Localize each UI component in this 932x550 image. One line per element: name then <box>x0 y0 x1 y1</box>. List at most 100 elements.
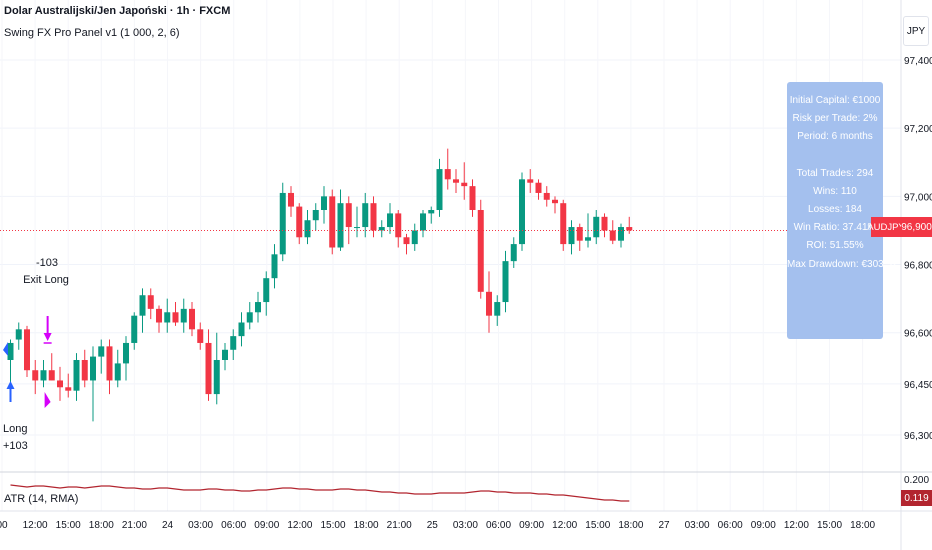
candle[interactable] <box>222 342 228 371</box>
candle[interactable] <box>213 332 220 405</box>
candle[interactable] <box>90 346 96 422</box>
candle[interactable] <box>387 203 393 234</box>
candle-body <box>519 179 525 245</box>
candle[interactable] <box>32 360 39 395</box>
candle[interactable] <box>238 312 245 347</box>
candle[interactable] <box>205 329 212 401</box>
candle[interactable] <box>626 216 633 234</box>
time-tick-label: 06:00 <box>221 520 246 531</box>
long-arrowhead-icon <box>6 381 15 389</box>
candle[interactable] <box>403 233 410 255</box>
candle[interactable] <box>568 220 575 255</box>
candle[interactable] <box>321 186 327 224</box>
candle[interactable] <box>156 305 162 333</box>
atr-legend[interactable]: ATR (14, RMA) <box>4 493 79 505</box>
candle[interactable] <box>57 366 63 401</box>
candle[interactable] <box>180 298 187 333</box>
time-tick-label: 25 <box>427 520 439 531</box>
candle[interactable] <box>73 353 80 401</box>
candle[interactable] <box>411 223 418 251</box>
candle[interactable] <box>337 189 344 251</box>
indicator-legend[interactable]: Swing FX Pro Panel v1 (1 000, 2, 6) <box>4 27 180 39</box>
candle[interactable] <box>378 220 385 238</box>
candle[interactable] <box>271 244 278 289</box>
candle[interactable] <box>543 186 550 207</box>
candle[interactable] <box>477 199 484 299</box>
candle[interactable] <box>15 322 22 350</box>
candle[interactable] <box>164 298 171 333</box>
time-axis[interactable]: 00 12:00 15:00 18:00 21:00 24 03:00 06:00 09:00 1… <box>0 520 876 531</box>
candle[interactable] <box>428 206 435 224</box>
candle[interactable] <box>304 210 311 245</box>
candle[interactable] <box>172 302 179 326</box>
candle[interactable] <box>123 336 129 381</box>
candle[interactable] <box>436 158 443 217</box>
symbol-badge: AUDJPY <box>867 217 905 237</box>
candle[interactable] <box>354 206 360 238</box>
candle[interactable] <box>329 189 336 255</box>
candle[interactable] <box>106 339 113 395</box>
candle-body <box>271 254 278 279</box>
candle[interactable] <box>114 349 121 388</box>
candle[interactable] <box>535 179 542 200</box>
candle[interactable] <box>519 172 525 251</box>
candle[interactable] <box>510 237 517 268</box>
candle[interactable] <box>139 288 146 333</box>
candle[interactable] <box>255 291 261 323</box>
candle[interactable] <box>81 349 88 388</box>
candle[interactable] <box>296 203 303 245</box>
candle[interactable] <box>502 250 509 313</box>
candle[interactable] <box>618 223 624 248</box>
candle-body <box>73 360 80 391</box>
candle-body <box>296 206 303 238</box>
candles[interactable] <box>7 148 633 422</box>
candle[interactable] <box>601 213 608 238</box>
candle[interactable] <box>48 353 55 381</box>
time-tick-label: 09:00 <box>519 520 544 531</box>
candle-body <box>345 203 352 228</box>
candle-body <box>304 220 311 238</box>
symbol-title[interactable]: Dolar Australijski/Jen Japoński · 1h · F… <box>4 5 231 17</box>
candle[interactable] <box>263 271 270 316</box>
candle-body <box>263 278 270 303</box>
candle-body <box>7 342 14 360</box>
candle[interactable] <box>593 210 600 245</box>
price-axis[interactable]: 97,400 97,200 97,000 96,800 96,600 96,450 96,3… <box>904 56 932 486</box>
candle[interactable] <box>576 223 583 251</box>
candle-body <box>288 192 294 207</box>
candle[interactable] <box>345 196 352 245</box>
candle[interactable] <box>395 210 402 248</box>
candle[interactable] <box>98 339 105 374</box>
candle[interactable] <box>609 220 616 245</box>
candle[interactable] <box>362 192 369 238</box>
candle[interactable] <box>189 302 195 337</box>
candle[interactable] <box>312 203 319 231</box>
candle[interactable] <box>279 182 286 262</box>
candle[interactable] <box>131 312 138 350</box>
candle[interactable] <box>370 196 377 238</box>
candle[interactable] <box>246 302 253 330</box>
candle[interactable] <box>197 322 204 350</box>
candle[interactable] <box>24 325 30 378</box>
candle[interactable] <box>552 196 558 214</box>
candle[interactable] <box>65 373 72 398</box>
candle[interactable] <box>461 162 468 200</box>
candle[interactable] <box>147 288 154 320</box>
time-tick-label: 00 <box>0 520 8 531</box>
candle-body <box>65 387 72 391</box>
candle[interactable] <box>494 295 501 326</box>
candle[interactable] <box>453 169 459 193</box>
candle[interactable] <box>527 169 534 193</box>
candle[interactable] <box>40 360 47 388</box>
currency-button[interactable]: JPY <box>903 16 929 46</box>
candle[interactable] <box>560 199 567 251</box>
candle[interactable] <box>7 339 14 384</box>
candle[interactable] <box>230 329 237 360</box>
candle[interactable] <box>420 210 426 238</box>
candle[interactable] <box>486 271 492 333</box>
candle[interactable] <box>444 148 451 190</box>
candle-body <box>486 291 492 316</box>
candle[interactable] <box>288 186 294 217</box>
candle[interactable] <box>469 179 476 217</box>
